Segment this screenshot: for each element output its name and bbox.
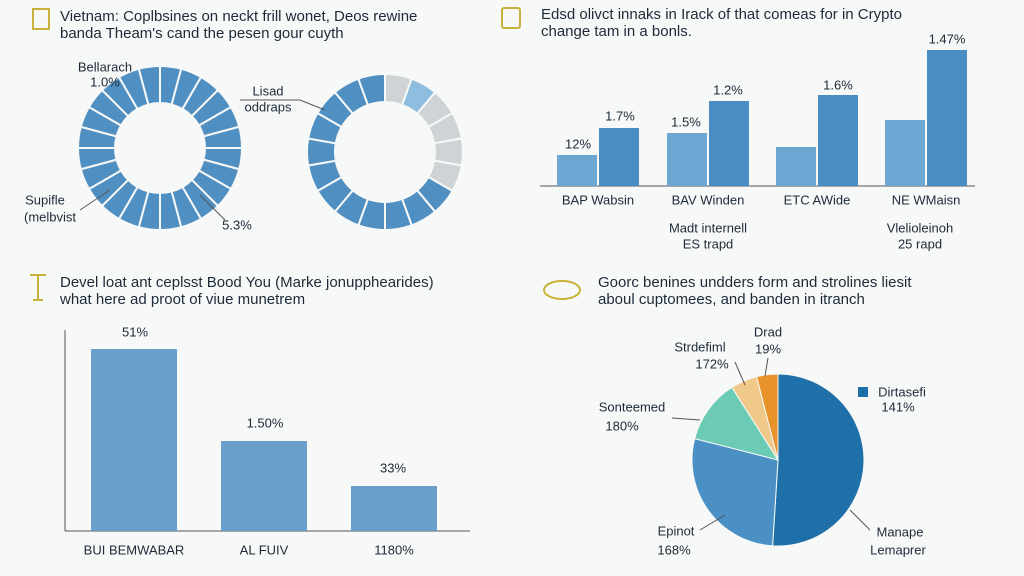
annotation: 1.5% [671, 114, 701, 129]
leader-line [734, 361, 746, 386]
leader-line [764, 357, 769, 377]
annotation: 1.0% [90, 74, 120, 89]
annotation: 5.3% [222, 217, 252, 232]
icon [30, 274, 46, 301]
x-tick-label: NE WMaisn [892, 192, 961, 207]
annotation: 51% [122, 324, 148, 339]
icon [543, 280, 581, 300]
annotation: Sonteemed [599, 399, 666, 414]
note: Vlelioleinoh [887, 220, 954, 235]
bar [599, 128, 639, 186]
annotation: Dirtasefi [878, 384, 926, 399]
annotation: 33% [380, 460, 406, 475]
chart-title: Vietnam: Coplbsines on neckt frill wonet… [60, 8, 417, 25]
bar [667, 133, 707, 186]
annotation: Drad [754, 324, 782, 339]
leader-line [849, 509, 871, 531]
chart-title: aboul cuptomees, and banden in itranch [598, 291, 865, 308]
chart-title: Devel loat ant ceplsst Bood You (Marke j… [60, 274, 434, 291]
bar [818, 95, 858, 186]
annotation: Epinot [658, 523, 695, 538]
leader-line [199, 194, 226, 221]
annotation: 19% [755, 341, 781, 356]
annotation: oddraps [245, 99, 292, 114]
annotation: 1.7% [605, 108, 635, 123]
bar [885, 120, 925, 186]
bar [709, 101, 749, 186]
annotation: 141% [881, 399, 915, 414]
ring-segment [137, 64, 161, 106]
icon [32, 8, 50, 30]
note: ES trapd [683, 236, 734, 251]
leader-line [699, 514, 726, 531]
pie-slice [772, 373, 865, 547]
annotation: Lemaprer [870, 542, 926, 557]
annotation: 1.2% [713, 82, 743, 97]
note: 25 rapd [898, 236, 942, 251]
pie-slice [756, 373, 779, 461]
chart-title: Edsd olivct innaks in Irack of that come… [541, 6, 902, 23]
annotation: (melbvist [24, 209, 76, 224]
annotation: Lisad [252, 83, 283, 98]
leader-line [671, 417, 701, 421]
annotation: 180% [605, 418, 639, 433]
bar [221, 441, 307, 531]
bar [91, 349, 177, 531]
icons [30, 7, 581, 301]
x-tick-label: BAV Winden [672, 192, 745, 207]
chart-title: banda Theam's cand the pesen gour cuyth [60, 25, 344, 42]
leader-line [240, 99, 326, 111]
annotation: 172% [695, 356, 729, 371]
x-tick-label: BUI BEMWABAR [84, 542, 185, 557]
annotation: Supifle [25, 192, 65, 207]
note: Madt internell [669, 220, 747, 235]
annotation: 12% [565, 136, 591, 151]
annotation: 1.6% [823, 77, 853, 92]
chart-title: change tam in a bonls. [541, 23, 692, 40]
x-tick-label: 1180% [374, 542, 414, 557]
icon [501, 7, 521, 29]
annotation: Bellarach [78, 59, 132, 74]
annotation: 1.50% [247, 415, 284, 430]
bar [927, 50, 967, 186]
pie-slice [691, 438, 779, 547]
x-tick-label: AL FUIV [240, 542, 289, 557]
x-tick-label: BAP Wabsin [562, 192, 634, 207]
chart-title: Goorc benines undders form and strolines… [598, 274, 912, 291]
chart-title: what here ad proot of viue munetrem [59, 291, 305, 308]
leader-line [79, 189, 111, 211]
legend-swatch [858, 387, 868, 397]
bar [557, 155, 597, 186]
annotation: 1.47% [929, 31, 966, 46]
annotation: Strdefiml [674, 339, 725, 354]
annotation: 168% [657, 542, 691, 557]
ring-segment [357, 72, 386, 107]
bar [351, 486, 437, 531]
x-tick-label: ETC AWide [784, 192, 851, 207]
annotation: Manape [877, 524, 924, 539]
bar [776, 147, 816, 186]
